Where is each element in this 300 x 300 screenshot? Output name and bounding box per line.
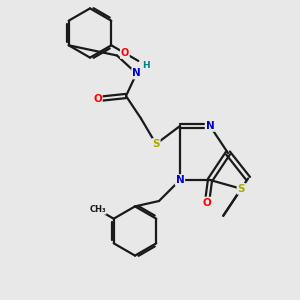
Text: CH₃: CH₃ <box>89 205 106 214</box>
Text: O: O <box>93 94 102 104</box>
Text: O: O <box>202 197 211 208</box>
Text: N: N <box>206 121 214 131</box>
Text: N: N <box>132 68 141 79</box>
Text: S: S <box>238 184 245 194</box>
Text: N: N <box>176 175 184 185</box>
Text: S: S <box>152 139 160 149</box>
Text: H: H <box>142 61 150 70</box>
Text: O: O <box>121 48 129 58</box>
